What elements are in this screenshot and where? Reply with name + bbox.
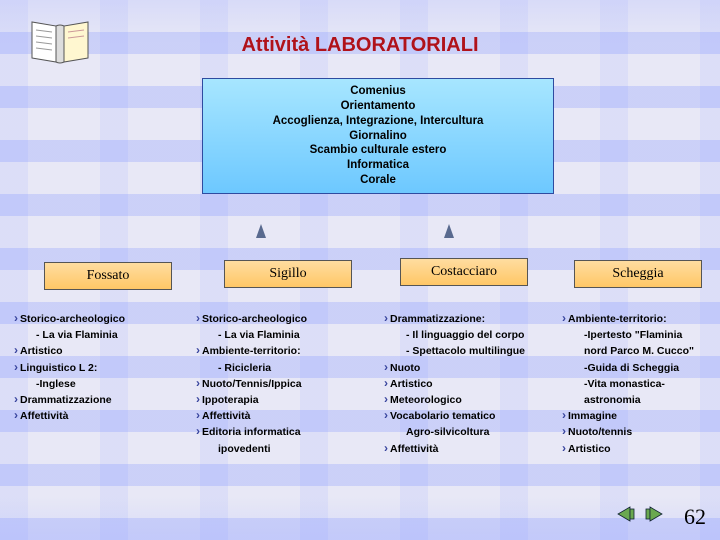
list-item: Meteorologico [384,391,552,407]
label-costacciaro: Costacciaro [400,258,528,286]
column-sigillo: Storico-archeologico- La via FlaminiaAmb… [196,310,364,456]
nav-prev-icon[interactable] [616,505,638,528]
page-number: 62 [684,504,706,530]
column-scheggia: Ambiente-territorio:-Ipertesto "Flaminia… [562,310,712,456]
list-item: Nuoto/Tennis/Ippica [196,375,364,391]
nav-next-icon[interactable] [642,505,664,528]
list-item: Immagine [562,407,712,423]
list-item: Affettività [196,407,364,423]
list-item: astronomia [562,391,712,407]
list-item: Affettività [14,407,182,423]
list-item: Storico-archeologico [14,310,182,326]
list-item: Drammatizzazione [14,391,182,407]
top-line: Giornalino [203,129,553,144]
list-item: - Il linguaggio del corpo [384,326,552,342]
arrow-icon [444,224,454,238]
list-item: - Ricicleria [196,359,364,375]
list-item: -Vita monastica- [562,375,712,391]
list-item: Ambiente-territorio: [196,342,364,358]
list-item: Agro-silvicoltura [384,423,552,439]
top-line: Comenius [203,84,553,99]
list-item: Ippoterapia [196,391,364,407]
column-costacciaro: Drammatizzazione:- Il linguaggio del cor… [384,310,552,456]
page-title: Attività LABORATORIALI [0,34,720,57]
list-item: nord Parco M. Cucco" [562,342,712,358]
column-fossato: Storico-archeologico- La via FlaminiaArt… [14,310,182,423]
list-item: Artistico [14,342,182,358]
list-item: - La via Flaminia [196,326,364,342]
list-item: -Guida di Scheggia [562,359,712,375]
list-item: Nuoto/tennis [562,423,712,439]
list-item: ipovedenti [196,440,364,456]
list-item: -Inglese [14,375,182,391]
top-line: Orientamento [203,99,553,114]
list-item: -Ipertesto "Flaminia [562,326,712,342]
list-item: - Spettacolo multilingue [384,342,552,358]
label-scheggia: Scheggia [574,260,702,288]
label-fossato: Fossato [44,262,172,290]
top-line: Accoglienza, Integrazione, Intercultura [203,114,553,129]
top-line: Informatica [203,158,553,173]
nav-controls [616,505,664,528]
list-item: Storico-archeologico [196,310,364,326]
list-item: - La via Flaminia [14,326,182,342]
list-item: Vocabolario tematico [384,407,552,423]
list-item: Drammatizzazione: [384,310,552,326]
list-item: Artistico [384,375,552,391]
top-line: Scambio culturale estero [203,143,553,158]
list-item: Editoria informatica [196,423,364,439]
top-activities-box: Comenius Orientamento Accoglienza, Integ… [202,78,554,194]
label-sigillo: Sigillo [224,260,352,288]
list-item: Ambiente-territorio: [562,310,712,326]
arrow-icon [256,224,266,238]
list-item: Nuoto [384,359,552,375]
top-line: Corale [203,173,553,188]
list-item: Linguistico L 2: [14,359,182,375]
list-item: Affettività [384,440,552,456]
list-item: Artistico [562,440,712,456]
